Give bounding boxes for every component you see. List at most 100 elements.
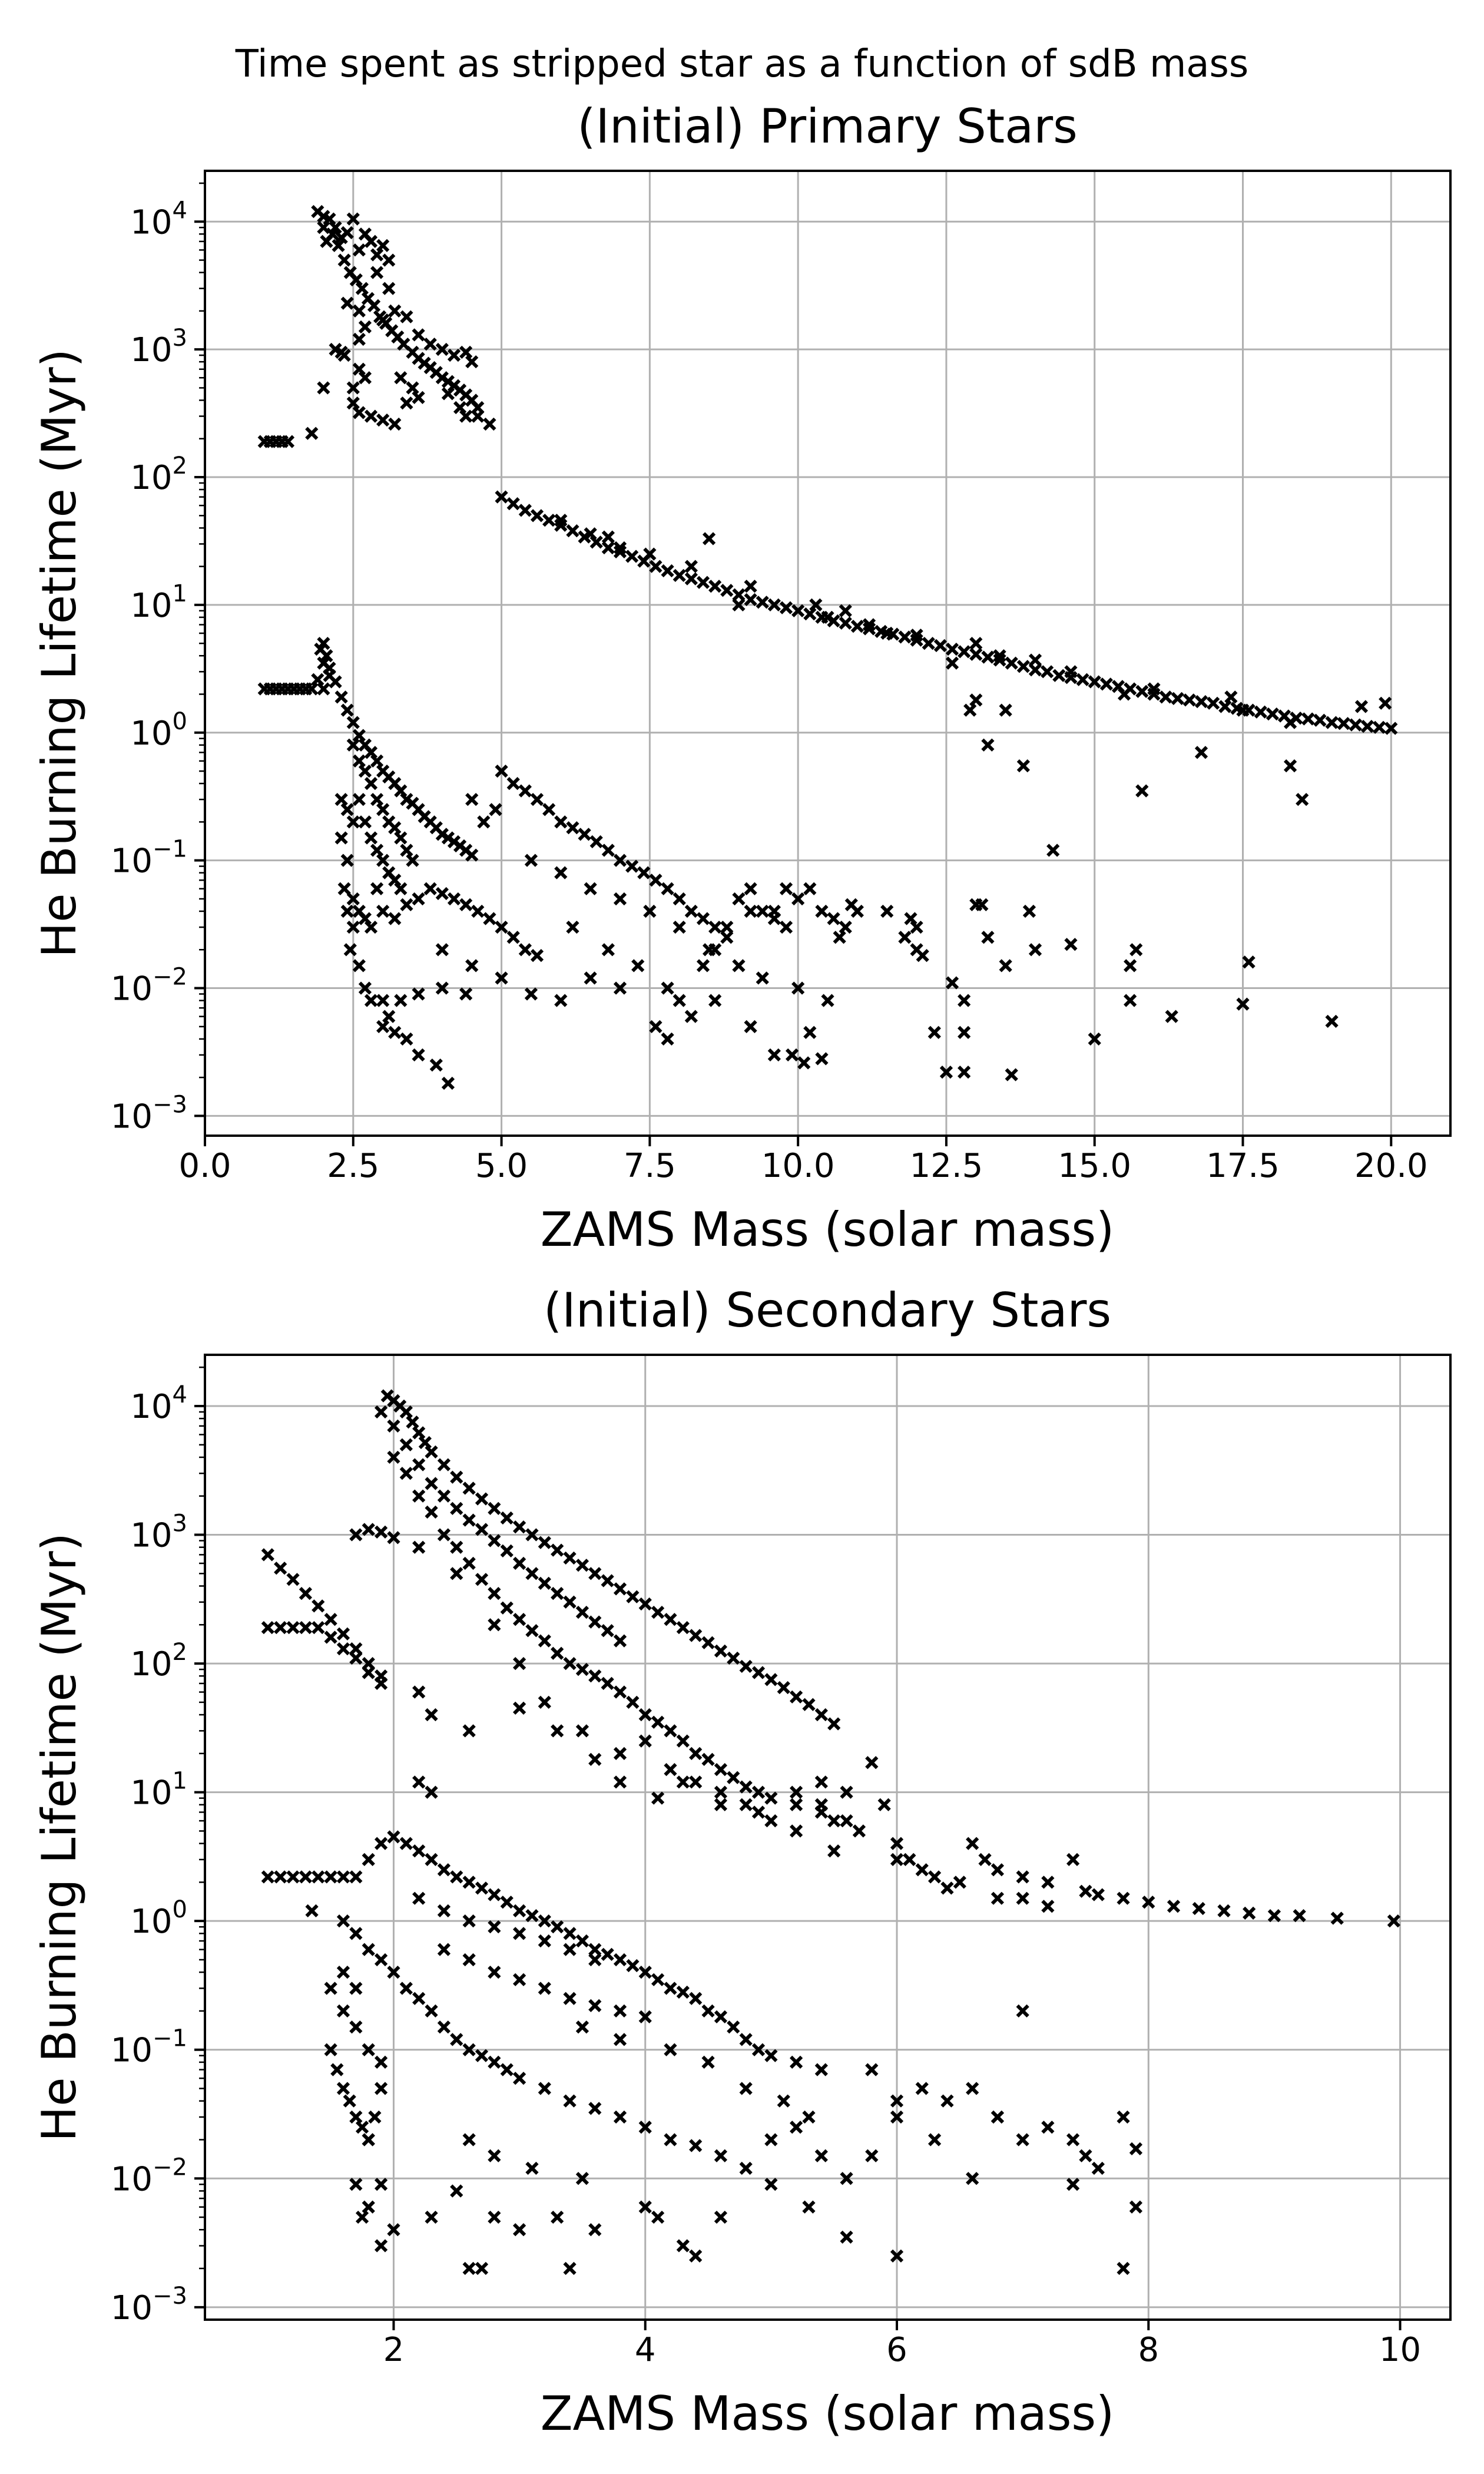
scatter-point [336,2004,350,2018]
scatter-point [374,2055,388,2069]
y-tick-base: 10 [111,1097,153,1136]
scatter-point [643,904,657,918]
scatter-point [488,1888,501,1901]
x-tick-label: 4 [635,2331,656,2369]
scatter-point [512,1520,526,1534]
scatter-point [500,1544,514,1557]
scatter-point [425,2210,438,2224]
scatter-point [305,1904,319,1917]
y-tick-exponent: 3 [173,325,187,352]
scatter-point [512,1556,526,1570]
scatter-point [334,793,348,806]
scatter-point [661,1032,674,1046]
scatter-point [1066,1853,1080,1867]
scatter-point [376,239,390,252]
scatter-point [337,882,351,895]
scatter-point [975,898,989,911]
scatter-point [661,981,674,995]
scatter-point [355,282,369,295]
scatter-point [1016,759,1030,773]
scatter-point [664,2043,677,2056]
scatter-point [352,406,366,419]
y-tick-label: 10−1 [111,836,187,881]
scatter-point [764,2133,778,2146]
scatter-point [387,1531,400,1544]
scatter-point [732,598,746,612]
scatter-point [326,227,339,241]
scatter-point [840,1814,853,1828]
scatter-point [1283,759,1297,773]
scatter-point [475,1881,489,1895]
scatter-point [459,409,473,423]
scatter-point [744,580,757,593]
scatter-point [412,1685,426,1699]
scatter-point [578,828,591,841]
secondary-y-axis-label: He Burning Lifetime (Myr) [32,1533,87,2142]
scatter-point [538,1695,551,1709]
scatter-point [720,931,734,944]
scatter-point [963,703,977,717]
scatter-point [340,854,354,867]
scatter-point [714,2210,728,2224]
y-tick-label: 10−3 [111,1091,187,1136]
scatter-point [425,1505,438,1519]
scatter-point [708,994,722,1007]
scatter-point [701,1752,715,1766]
scatter-point [940,1881,954,1895]
scatter-point [708,943,722,957]
scatter-point [993,653,1006,667]
scatter-point [852,1824,866,1838]
scatter-point [958,994,971,1007]
scatter-point [387,1419,400,1433]
scatter-point [850,620,864,633]
scatter-point [450,1870,463,1884]
scatter-point [352,729,366,742]
scatter-point [1243,1906,1256,1920]
scatter-point [588,1669,602,1683]
scatter-point [563,2094,577,2108]
y-tick-exponent: 2 [173,452,187,479]
scatter-point [739,2082,753,2095]
scatter-point [727,1651,740,1665]
scatter-point [649,560,662,573]
scatter-point [1028,653,1042,667]
scatter-point [661,882,674,895]
scatter-point [613,1685,627,1699]
scatter-point [840,2172,853,2185]
scatter-point [566,920,579,934]
scatter-point [334,690,348,704]
scatter-point [915,2082,929,2095]
scatter-point [890,2249,904,2263]
scatter-point [462,1876,476,1889]
scatter-point [1099,677,1113,691]
scatter-point [764,1791,778,1805]
secondary-stars-panel: (Initial) Secondary Stars 2 4 6 8 1010410310… [32,1283,1452,2441]
scatter-point [751,1805,766,1819]
scatter-point [756,971,769,985]
scatter-point [352,304,366,318]
scatter-point [340,803,354,816]
secondary-gridlines [205,1355,1450,2320]
scatter-point [512,2072,526,2085]
scatter-point [676,2239,690,2253]
scatter-point [802,1698,816,1711]
scatter-point [346,716,360,729]
scatter-point [643,547,657,561]
scatter-point [910,920,923,934]
scatter-point [554,815,568,829]
scatter-point [462,1481,476,1495]
y-tick-exponent: 4 [173,1381,187,1408]
scatter-point [1028,663,1042,677]
scatter-point [336,1627,350,1640]
scatter-point [412,987,425,1001]
scatter-point [387,1450,400,1464]
scatter-point [1022,904,1036,918]
scatter-point [969,693,983,707]
scatter-point [689,1747,703,1760]
scatter-point [412,1775,426,1789]
scatter-point [400,844,413,857]
scatter-point [601,1947,614,1962]
x-tick-label: 7.5 [624,1147,676,1185]
scatter-point [1135,684,1149,699]
scatter-point [945,643,959,656]
